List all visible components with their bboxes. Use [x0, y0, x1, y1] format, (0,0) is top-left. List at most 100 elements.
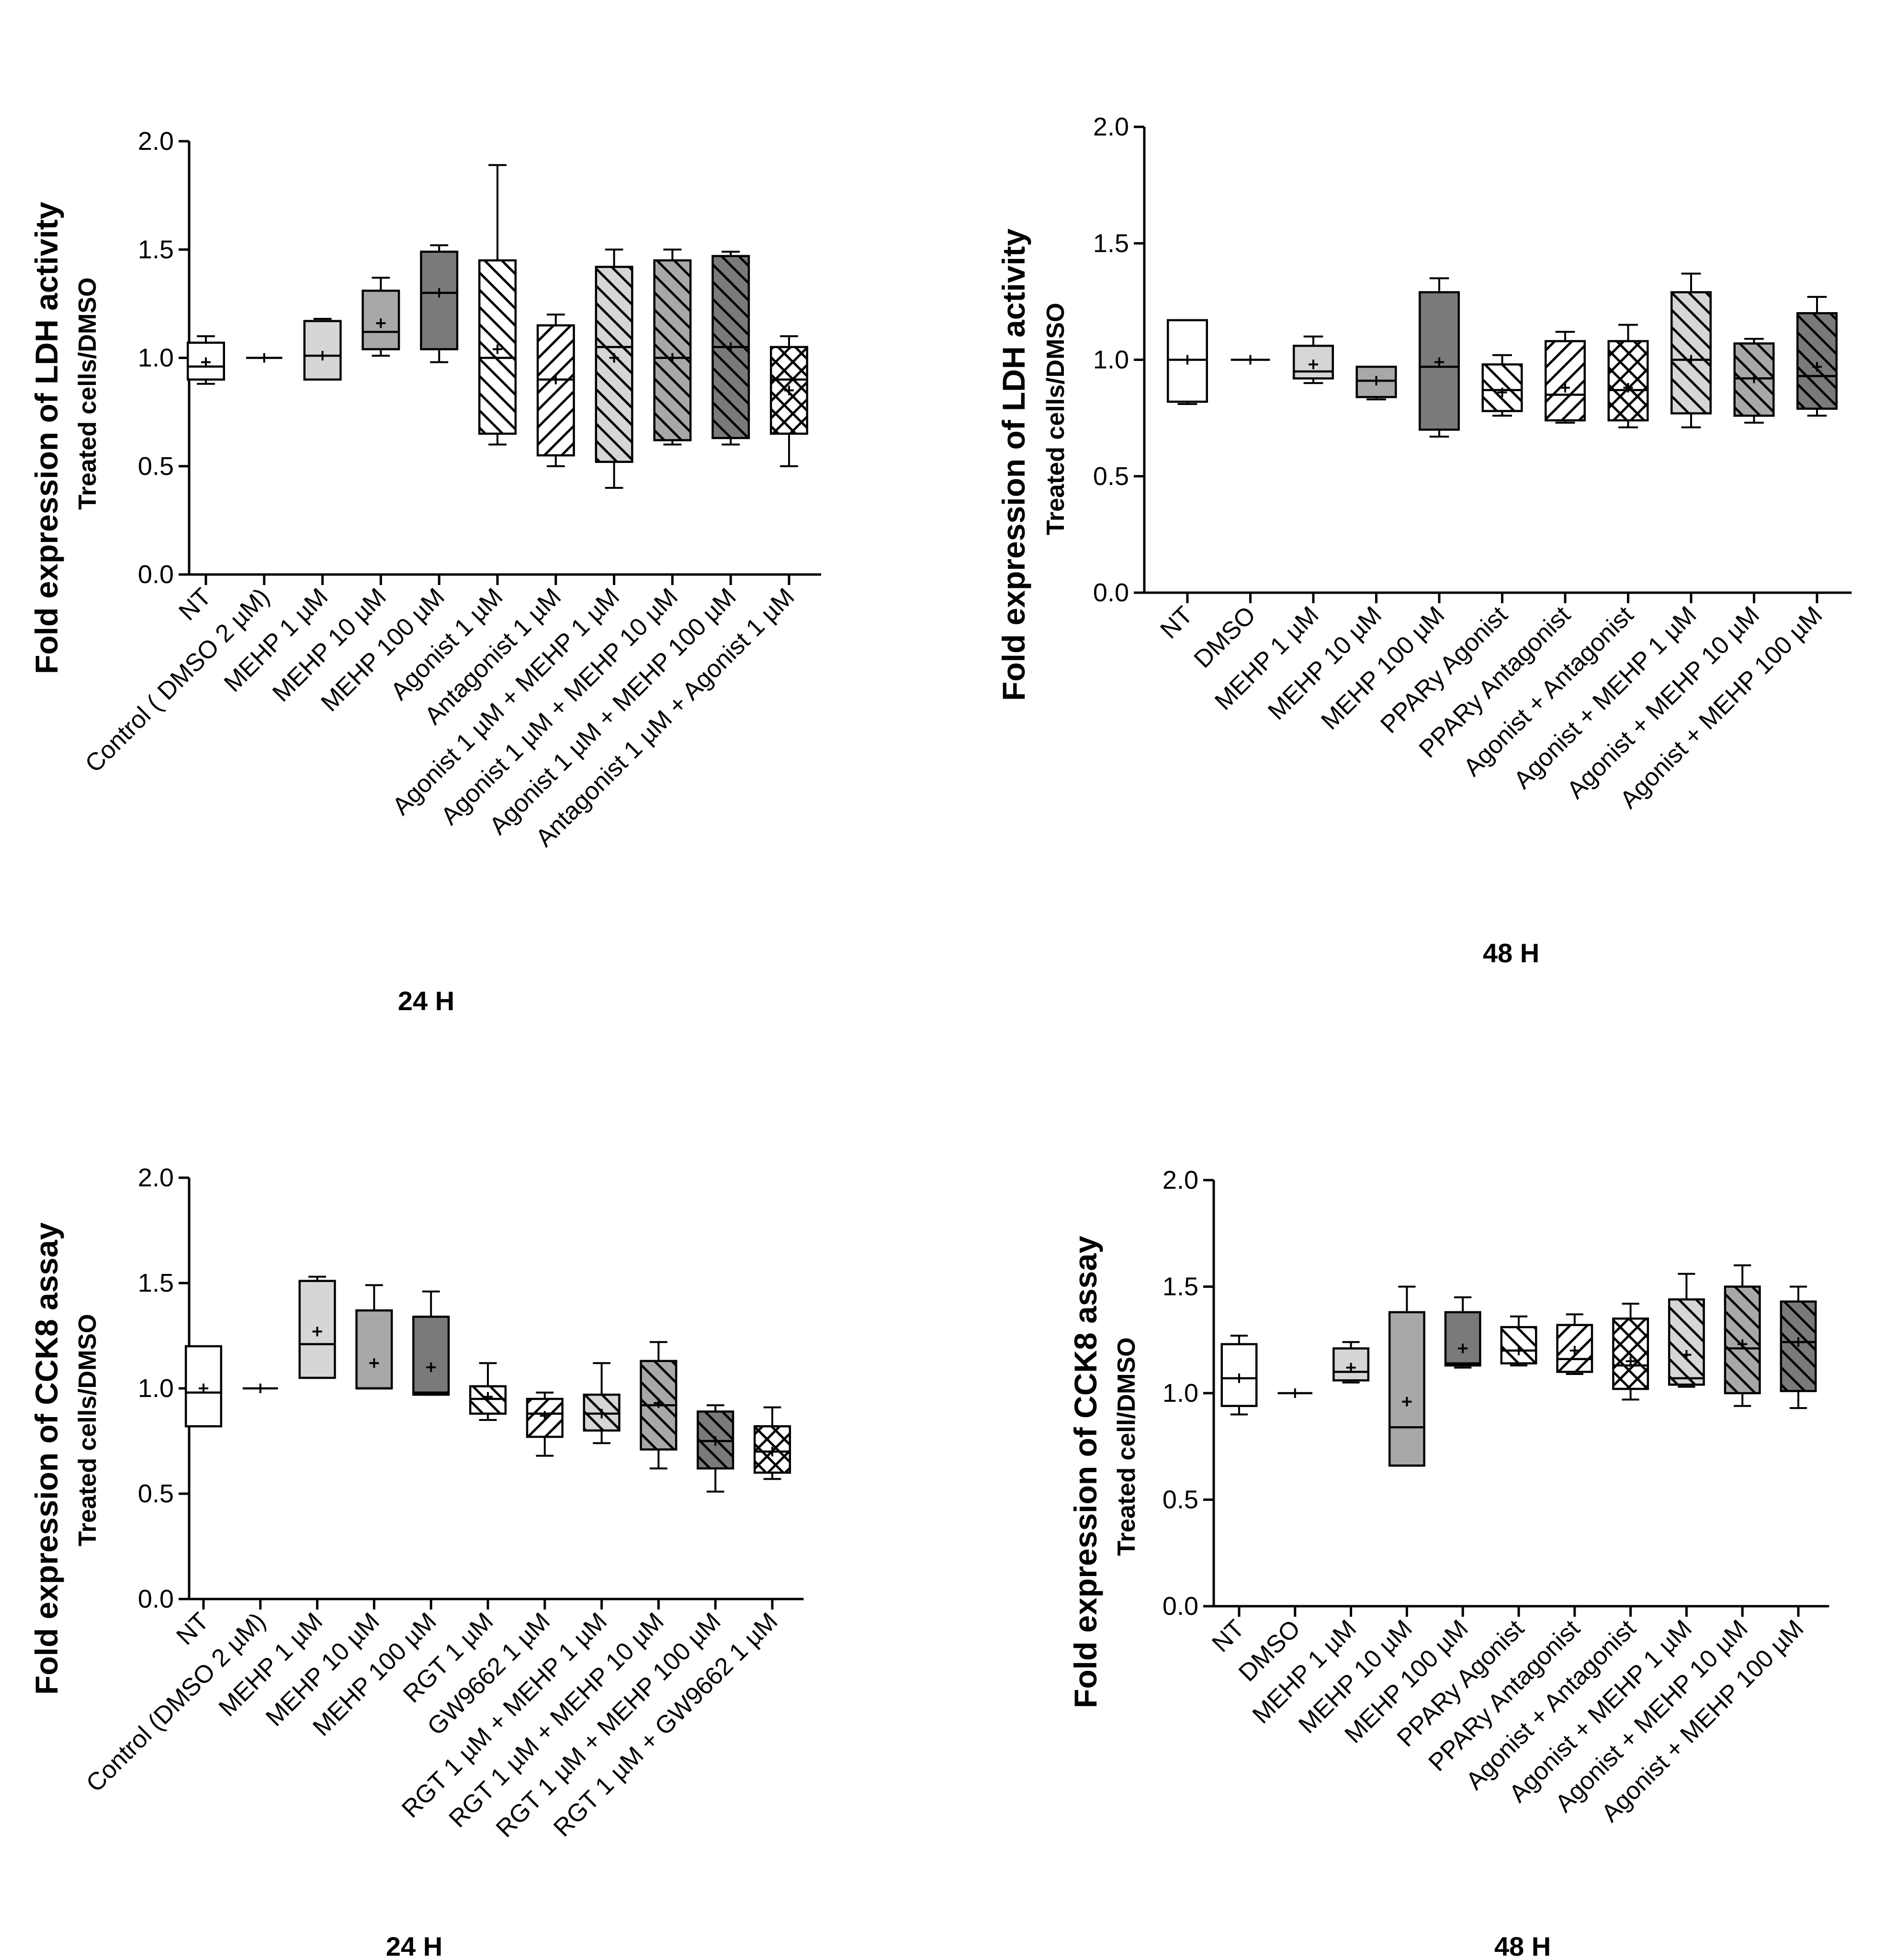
box-group [1166, 319, 1208, 405]
box-fill [1445, 1312, 1480, 1366]
box-outline [412, 1316, 450, 1396]
y-tick-label: 0.5 [1093, 462, 1129, 491]
box-outline [536, 324, 575, 457]
ylabel-sub: Treated cells/DMSO [1042, 303, 1070, 535]
box-hatch-fwd [1613, 1318, 1648, 1389]
box-outline [1418, 291, 1460, 431]
box-hatch-fwd [1608, 341, 1648, 420]
box-group [1733, 338, 1775, 424]
box-fill [1389, 1312, 1424, 1466]
box-group [1724, 1264, 1761, 1407]
box-outline [1481, 363, 1523, 412]
box-group [1355, 365, 1397, 401]
box-group [361, 277, 400, 357]
box-group [1607, 324, 1649, 428]
y-tick-label: 0.0 [1163, 1592, 1198, 1621]
ylabel-main: Fold expression of LDH activity [996, 228, 1031, 701]
y-tick-label: 2.0 [138, 1163, 174, 1192]
box-outline [1292, 345, 1334, 380]
box-group [1481, 354, 1523, 417]
box-group [526, 1391, 564, 1457]
box-group [412, 1290, 450, 1396]
box-fill [304, 321, 341, 380]
y-tick-label: 2.0 [138, 127, 174, 156]
xlabel: 24 H [386, 1931, 442, 1960]
box-outline [753, 1425, 791, 1474]
box-group [1780, 1285, 1817, 1409]
box-group [595, 248, 633, 489]
y-tick-label: 1.5 [138, 1269, 174, 1297]
ylabel-main: Fold expression of LDH activity [29, 202, 64, 674]
xlabel: 48 H [1483, 938, 1539, 968]
box-outline [1607, 340, 1649, 422]
box-group [1418, 277, 1460, 438]
box-fill [413, 1317, 449, 1395]
y-tick-label: 0.5 [138, 452, 174, 481]
panel-ldh-48h: Fold expression of LDH activity Treated … [996, 113, 1852, 968]
box-group [1230, 355, 1270, 365]
box-group [1277, 1388, 1313, 1398]
box-fill [356, 1310, 392, 1388]
box-outline [595, 266, 633, 463]
box-outline [1355, 365, 1397, 398]
box-outline [1670, 291, 1712, 415]
panel-ldh-24h: Fold expression of LDH activity Treated … [29, 127, 821, 1016]
panel-cck8-24h: Fold expression of CCK8 assay Treated ce… [29, 1163, 804, 1960]
box-group [1670, 272, 1712, 428]
y-tick-label: 1.0 [1093, 346, 1129, 374]
y-tick-label: 2.0 [1163, 1166, 1198, 1194]
ylabel-main: Fold expression of CCK8 assay [1068, 1236, 1103, 1708]
box-outline [1668, 1298, 1705, 1386]
box-group [1668, 1273, 1705, 1388]
box-group [1332, 1341, 1370, 1384]
box-outline [1444, 1311, 1481, 1367]
box-outline [1733, 342, 1775, 417]
box-group [640, 1341, 677, 1470]
box-hatch-back [596, 267, 632, 462]
box-outline [769, 346, 809, 435]
box-hatch-fwd [538, 325, 574, 456]
box-group [478, 164, 517, 446]
x-tick-label: NT [1155, 601, 1198, 644]
panel-cck8-48h: Fold expression of CCK8 assay Treated ce… [1068, 1166, 1829, 1960]
box-outline [303, 320, 342, 381]
box-outline [1724, 1285, 1761, 1395]
box-hatch-back [1671, 292, 1711, 414]
y-tick-label: 1.0 [138, 344, 174, 372]
ylabel-sub: Treated cells/DMSO [74, 1314, 102, 1546]
box-outline [186, 341, 226, 381]
box-group [298, 1275, 336, 1379]
ylabel-sub: Treated cell/DMSO [1113, 1337, 1140, 1556]
box-group [1444, 1296, 1481, 1369]
x-tick-label: NT [171, 1607, 214, 1650]
box-group [711, 250, 750, 446]
xlabel: 24 H [398, 986, 454, 1016]
box-group [769, 335, 809, 467]
box-group [697, 1404, 734, 1493]
box-outline [298, 1280, 336, 1379]
x-tick-label: NT [1207, 1614, 1250, 1657]
box-group [1500, 1315, 1537, 1367]
box-outline [653, 259, 692, 441]
box-outline [1780, 1300, 1817, 1392]
box-group [1220, 1334, 1258, 1416]
box-outline [1332, 1347, 1370, 1382]
box-outline [420, 250, 459, 350]
y-tick-label: 0.0 [1093, 578, 1129, 607]
box-group [469, 1362, 507, 1421]
box-outline [1796, 312, 1838, 410]
box-group [246, 353, 282, 363]
box-group [653, 248, 692, 446]
box-outline [526, 1397, 564, 1438]
box-group [184, 1345, 223, 1428]
box-outline [478, 259, 517, 435]
box-hatch-fwd [1546, 341, 1585, 420]
box-hatch-back [654, 260, 691, 440]
y-tick-label: 0.5 [138, 1479, 174, 1508]
box-group [536, 314, 575, 467]
y-tick-label: 1.5 [1093, 229, 1129, 258]
box-group [583, 1362, 621, 1444]
box-group [420, 244, 459, 363]
